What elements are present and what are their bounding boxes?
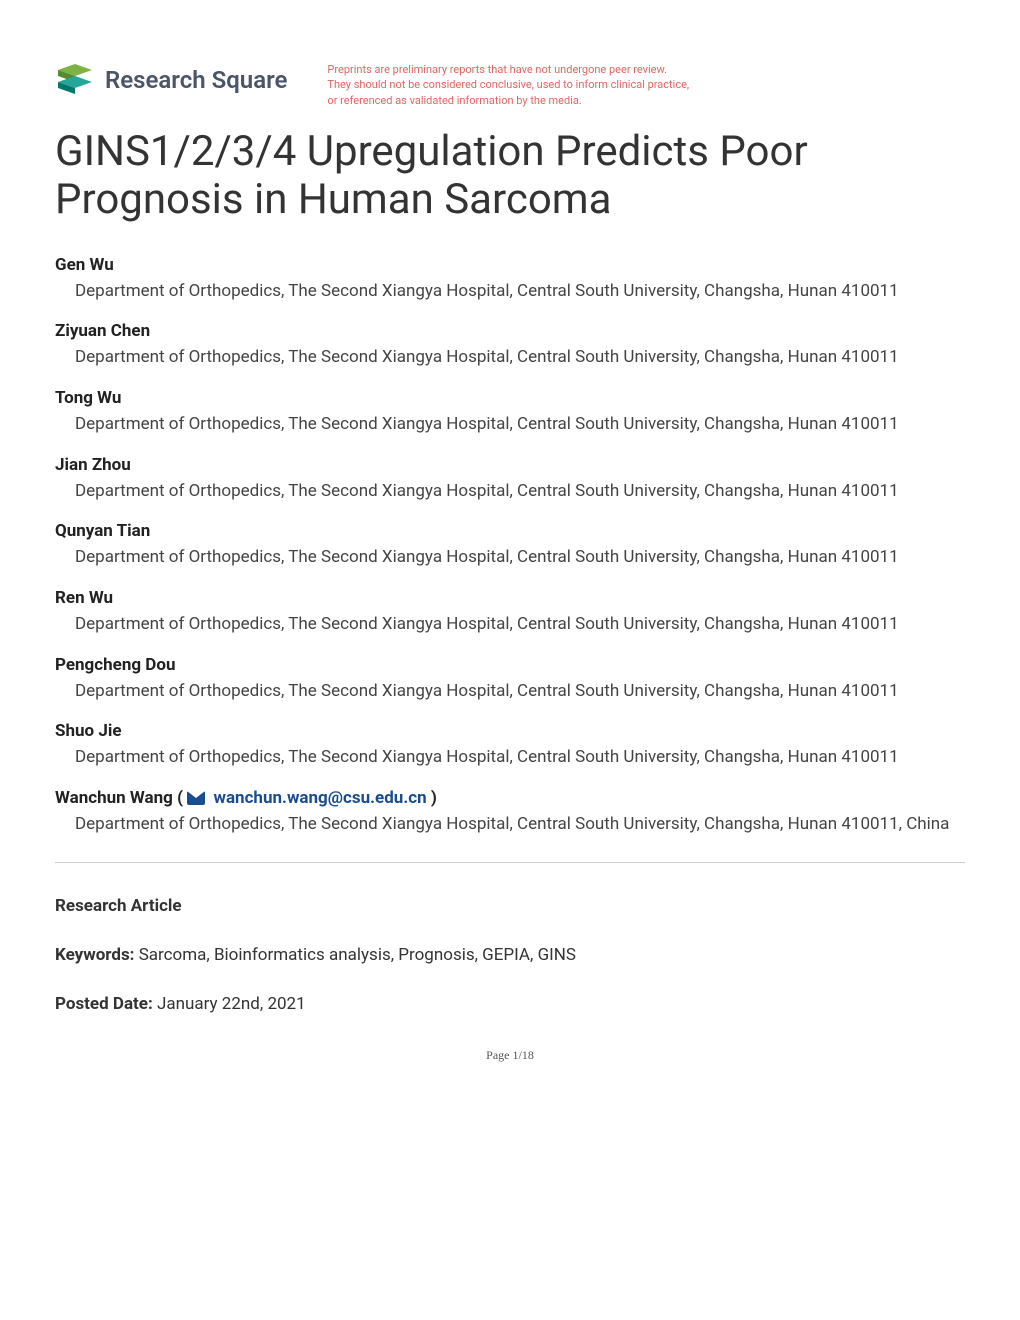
keywords-label: Keywords: bbox=[55, 945, 134, 965]
authors-list: Gen Wu Department of Orthopedics, The Sec… bbox=[55, 255, 965, 770]
author-name: Jian Zhou bbox=[55, 455, 965, 475]
posted-date-row: Posted Date: January 22nd, 2021 bbox=[55, 991, 965, 1018]
article-title: GINS1/2/3/4 Upregulation Predicts Poor P… bbox=[55, 128, 965, 225]
logo-mark-icon bbox=[55, 60, 95, 100]
logo-container: Research Square bbox=[55, 60, 287, 100]
header-row: Research Square Preprints are preliminar… bbox=[55, 60, 965, 108]
author-affiliation: Department of Orthopedics, The Second Xi… bbox=[55, 545, 965, 570]
author-block: Gen Wu Department of Orthopedics, The Sec… bbox=[55, 255, 965, 304]
disclaimer-line-1: Preprints are preliminary reports that h… bbox=[327, 62, 965, 77]
logo-text: Research Square bbox=[105, 66, 287, 94]
email-icon bbox=[187, 791, 205, 805]
author-affiliation: Department of Orthopedics, The Second Xi… bbox=[55, 479, 965, 504]
author-block: Pengcheng Dou Department of Orthopedics, … bbox=[55, 655, 965, 704]
keywords-row: Keywords: Sarcoma, Bioinformatics analys… bbox=[55, 942, 965, 969]
author-affiliation: Department of Orthopedics, The Second Xi… bbox=[55, 279, 965, 304]
author-name: Pengcheng Dou bbox=[55, 655, 965, 675]
author-block: Jian Zhou Department of Orthopedics, The … bbox=[55, 455, 965, 504]
posted-date-value: January 22nd, 2021 bbox=[157, 994, 306, 1014]
author-name: Ren Wu bbox=[55, 588, 965, 608]
article-type-row: Research Article bbox=[55, 893, 965, 920]
disclaimer-line-3: or referenced as validated information b… bbox=[327, 93, 965, 108]
corresponding-author-affiliation: Department of Orthopedics, The Second Xi… bbox=[55, 812, 965, 837]
corresponding-author-name-line: Wanchun Wang ( wanchun.wang@csu.edu.cn ) bbox=[55, 788, 965, 808]
author-name: Tong Wu bbox=[55, 388, 965, 408]
disclaimer-line-2: They should not be considered conclusive… bbox=[327, 77, 965, 92]
author-affiliation: Department of Orthopedics, The Second Xi… bbox=[55, 345, 965, 370]
corresponding-author-block: Wanchun Wang ( wanchun.wang@csu.edu.cn )… bbox=[55, 788, 965, 837]
author-block: Shuo Jie Department of Orthopedics, The S… bbox=[55, 721, 965, 770]
author-name: Qunyan Tian bbox=[55, 521, 965, 541]
paren-open: ( bbox=[177, 788, 187, 808]
corresponding-author-email[interactable]: wanchun.wang@csu.edu.cn bbox=[213, 788, 426, 808]
posted-date-label: Posted Date: bbox=[55, 994, 153, 1014]
keywords-value: Sarcoma, Bioinformatics analysis, Progno… bbox=[139, 945, 576, 965]
author-block: Qunyan Tian Department of Orthopedics, Th… bbox=[55, 521, 965, 570]
article-type: Research Article bbox=[55, 896, 182, 916]
corresponding-author-name: Wanchun Wang bbox=[55, 788, 173, 808]
paren-close: ) bbox=[431, 788, 437, 808]
author-affiliation: Department of Orthopedics, The Second Xi… bbox=[55, 745, 965, 770]
section-divider bbox=[55, 862, 965, 863]
author-affiliation: Department of Orthopedics, The Second Xi… bbox=[55, 679, 965, 704]
author-affiliation: Department of Orthopedics, The Second Xi… bbox=[55, 412, 965, 437]
author-name: Ziyuan Chen bbox=[55, 321, 965, 341]
author-name: Gen Wu bbox=[55, 255, 965, 275]
author-block: Tong Wu Department of Orthopedics, The Se… bbox=[55, 388, 965, 437]
author-affiliation: Department of Orthopedics, The Second Xi… bbox=[55, 612, 965, 637]
author-block: Ziyuan Chen Department of Orthopedics, Th… bbox=[55, 321, 965, 370]
page-footer: Page 1/18 bbox=[55, 1048, 965, 1063]
meta-section: Research Article Keywords: Sarcoma, Bioi… bbox=[55, 893, 965, 1019]
disclaimer-text: Preprints are preliminary reports that h… bbox=[327, 60, 965, 108]
author-name: Shuo Jie bbox=[55, 721, 965, 741]
author-block: Ren Wu Department of Orthopedics, The Sec… bbox=[55, 588, 965, 637]
